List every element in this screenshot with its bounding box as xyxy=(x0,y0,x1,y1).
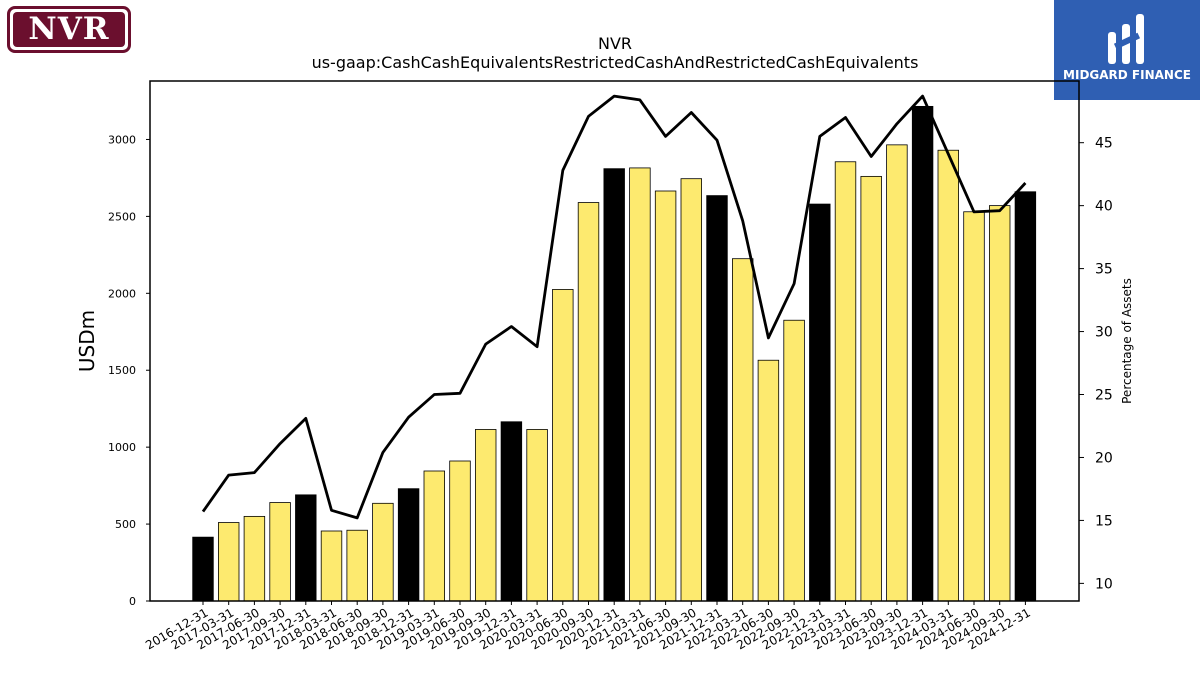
bar-2017-12-31 xyxy=(295,494,317,602)
bar-2024-12-31 xyxy=(1014,191,1037,602)
midgard-logo-text: MIDGARD FINANCE xyxy=(1063,68,1191,82)
bar-2019-06-30 xyxy=(449,460,471,602)
y2-tick-label: 10 xyxy=(1095,576,1113,592)
bar-2023-03-31 xyxy=(834,161,857,602)
midgard-logo-mark-icon xyxy=(1108,14,1144,64)
bar-2022-12-31 xyxy=(809,203,831,602)
y2-tick-label: 30 xyxy=(1095,325,1113,341)
nvr-logo: NVR xyxy=(7,6,131,53)
chart-subtitle: us-gaap:CashCashEquivalentsRestrictedCas… xyxy=(312,53,919,72)
bar-2020-03-31 xyxy=(526,429,548,602)
y2-tick-label: 40 xyxy=(1095,199,1113,215)
bars-layer xyxy=(192,105,1037,602)
bar-2017-06-30 xyxy=(243,515,266,602)
bar-2021-03-31 xyxy=(629,167,651,602)
bar-2024-03-31 xyxy=(937,149,960,602)
bar-2018-06-30 xyxy=(346,529,368,602)
percentage-line xyxy=(201,94,1027,520)
y2-tick-label: 25 xyxy=(1095,388,1113,404)
bar-2023-12-31 xyxy=(911,105,934,602)
left-axis-ticks: 0 500 1000 1500 2000 2500 3000 xyxy=(108,133,150,608)
y-tick-label: 0 xyxy=(129,595,136,608)
nvr-logo-text: NVR xyxy=(13,12,125,47)
bar-2021-09-30 xyxy=(680,178,703,602)
bar-2018-09-30 xyxy=(372,502,394,602)
bar-2024-06-30 xyxy=(963,211,985,602)
chart-title: NVR xyxy=(598,34,632,53)
x-axis-ticks: 2016-12-312017-03-312017-06-302017-09-30… xyxy=(143,601,1033,652)
bar-2019-12-31 xyxy=(500,421,523,602)
y2-axis-label: Percentage of Assets xyxy=(1120,278,1134,404)
y-tick-label: 1000 xyxy=(108,441,136,454)
bar-2016-12-31 xyxy=(192,536,214,602)
y2-tick-label: 20 xyxy=(1095,450,1113,466)
bar-2018-03-31 xyxy=(320,530,343,602)
y2-tick-label: 15 xyxy=(1095,513,1113,529)
bar-2024-09-30 xyxy=(989,205,1011,602)
y-axis-label: USDm xyxy=(75,310,99,372)
bar-2021-06-30 xyxy=(654,190,677,602)
y-tick-label: 1500 xyxy=(108,364,136,377)
bar-2023-06-30 xyxy=(860,175,882,602)
bar-2017-09-30 xyxy=(269,502,291,602)
bar-2022-09-30 xyxy=(783,319,805,602)
bar-2020-09-30 xyxy=(577,202,600,602)
bar-2021-12-31 xyxy=(706,195,728,602)
y-tick-label: 500 xyxy=(115,518,136,531)
y2-tick-label: 45 xyxy=(1095,136,1113,152)
bar-2019-09-30 xyxy=(474,429,497,602)
line-layer xyxy=(201,94,1027,520)
bar-2022-06-30 xyxy=(757,359,780,602)
y-tick-label: 3000 xyxy=(108,133,136,146)
y2-tick-label: 35 xyxy=(1095,262,1113,278)
bar-2017-03-31 xyxy=(217,522,240,602)
bar-2020-12-31 xyxy=(603,168,625,602)
bar-2020-06-30 xyxy=(552,289,574,602)
bar-2018-12-31 xyxy=(397,488,420,602)
bar-2019-03-31 xyxy=(423,470,446,602)
y-tick-label: 2500 xyxy=(108,210,136,223)
right-axis-ticks: 10 15 20 25 30 35 40 45 xyxy=(1079,136,1113,592)
bar-2022-03-31 xyxy=(732,258,754,602)
bar-2023-09-30 xyxy=(886,144,908,602)
y-tick-label: 2000 xyxy=(108,287,136,300)
